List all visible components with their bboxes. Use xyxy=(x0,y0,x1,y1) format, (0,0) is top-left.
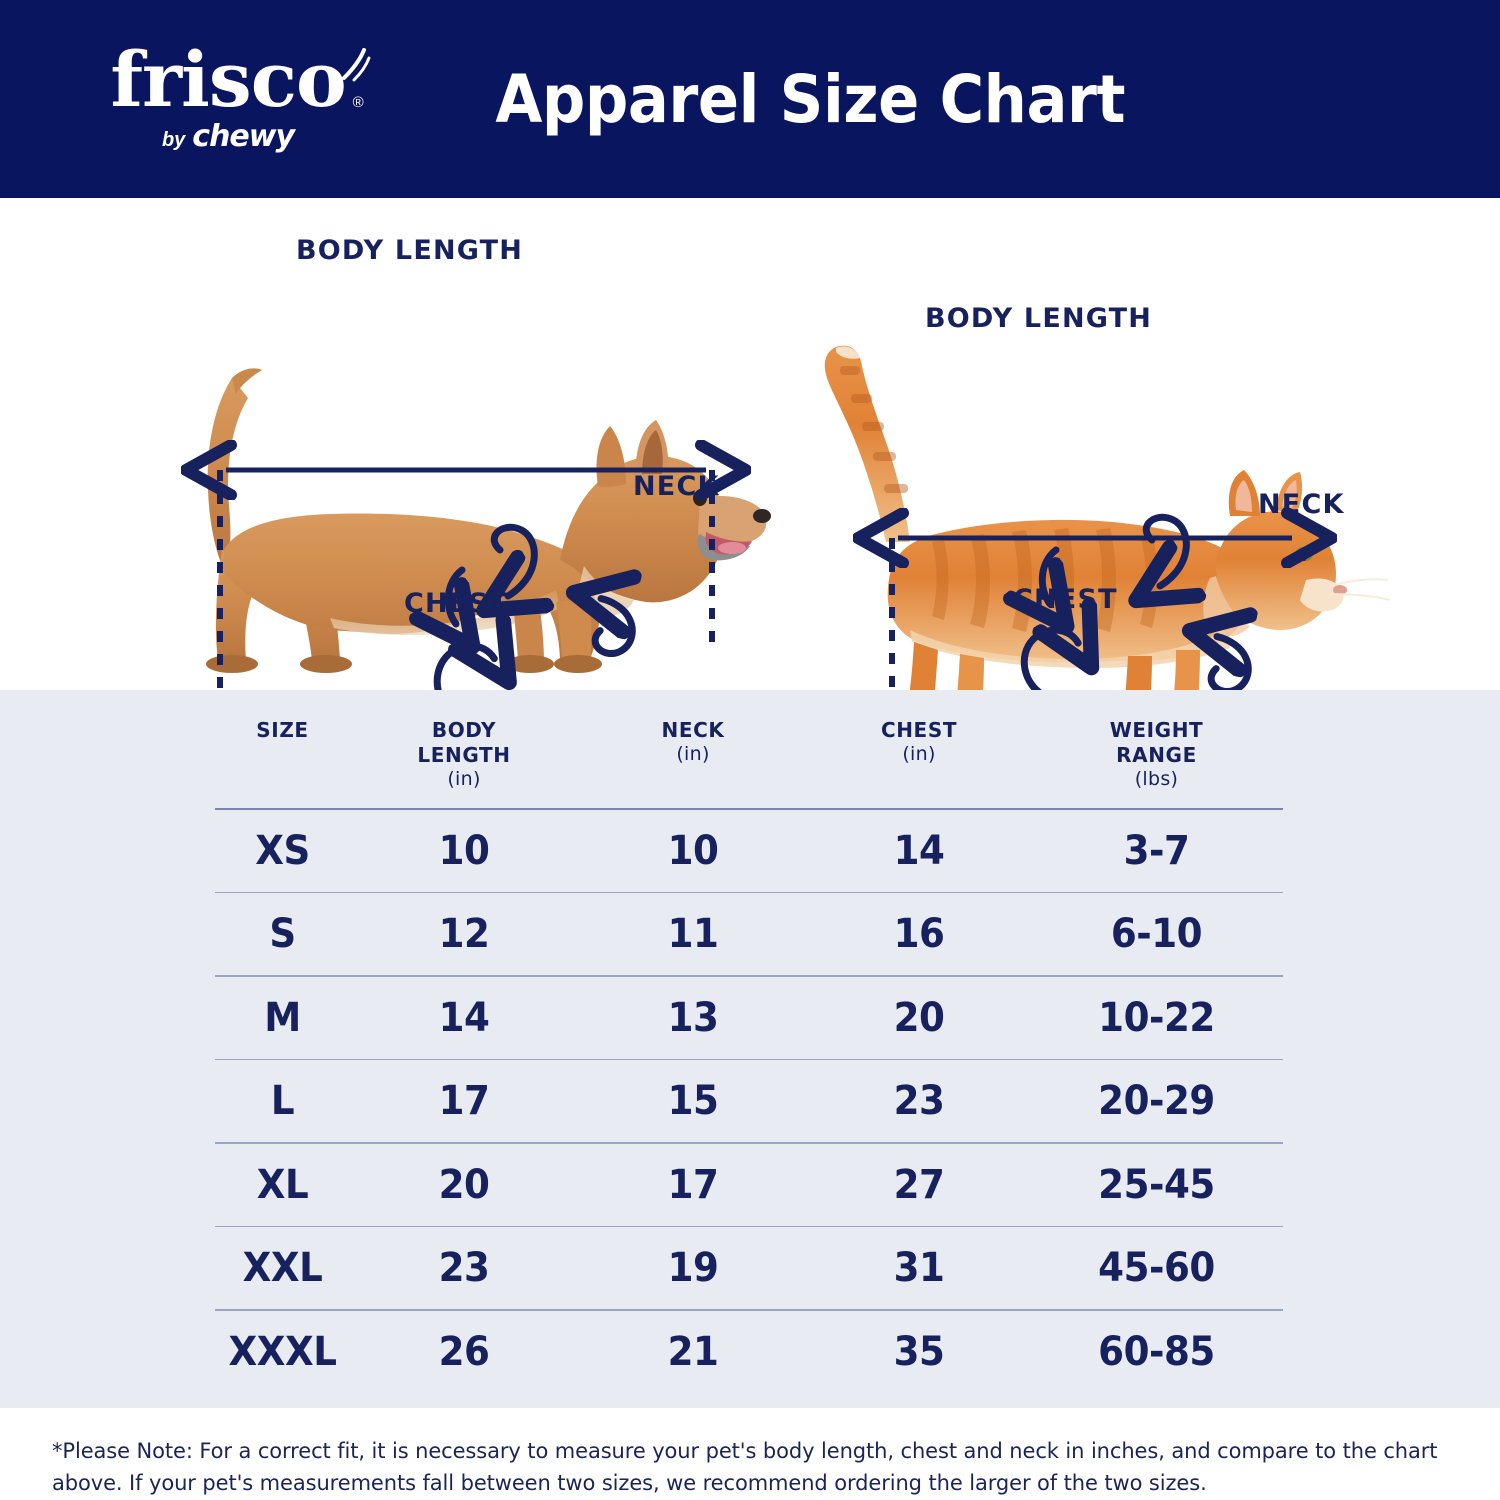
logo-word-text: frisco xyxy=(110,35,346,125)
cat-neck-arrow-3 xyxy=(1210,636,1249,690)
cell-weight: 25-45 xyxy=(1098,1161,1215,1208)
cell-neck: 17 xyxy=(667,1161,719,1208)
cell-weight: 10-22 xyxy=(1098,994,1215,1041)
cell-chest: 27 xyxy=(893,1161,945,1208)
cell-body-length: 23 xyxy=(438,1245,490,1292)
size-table: SIZE BODY LENGTH (in) NECK (in) CHEST (i… xyxy=(215,690,1283,1393)
dog-chest-label: CHEST xyxy=(404,588,509,619)
footnote-section: *Please Note: For a correct fit, it is n… xyxy=(0,1408,1500,1500)
cell-size: XXL xyxy=(242,1245,323,1292)
logo-by-label: by xyxy=(161,128,186,151)
cell-body-length: 20 xyxy=(438,1161,490,1208)
logo-swoosh-icon xyxy=(341,48,371,82)
logo-chewy-text: chewy xyxy=(192,118,295,154)
cell-body-length: 10 xyxy=(438,827,490,874)
cell-size: L xyxy=(270,1078,295,1125)
cell-neck: 15 xyxy=(667,1078,719,1125)
cat-neck-label: NECK xyxy=(1258,489,1345,520)
cell-size: M xyxy=(264,994,301,1041)
row-divider xyxy=(215,1309,1283,1311)
cell-body-length: 14 xyxy=(438,994,490,1041)
table-header-row: SIZE BODY LENGTH (in) NECK (in) CHEST (i… xyxy=(215,690,1283,808)
cell-size: XS xyxy=(255,827,310,874)
cell-weight: 20-29 xyxy=(1098,1078,1215,1125)
row-divider xyxy=(215,1142,1283,1144)
table-row: XL 20 17 27 25-45 xyxy=(215,1144,1283,1226)
page-title-text: Apparel Size Chart xyxy=(495,60,1125,138)
cell-body-length: 26 xyxy=(438,1328,490,1375)
cat-illustration xyxy=(824,345,1391,690)
cell-neck: 19 xyxy=(667,1245,719,1292)
dog-neck-label: NECK xyxy=(633,471,720,502)
cell-chest: 23 xyxy=(893,1078,945,1125)
registered-trademark-icon: ® xyxy=(352,94,364,112)
cat-neck-arrow-1 xyxy=(1042,546,1056,604)
cell-chest: 35 xyxy=(893,1328,945,1375)
row-divider xyxy=(215,1225,1283,1228)
table-row: XS 10 10 14 3-7 xyxy=(215,810,1283,892)
cell-chest: 20 xyxy=(893,994,945,1041)
footnote-text: *Please Note: For a correct fit, it is n… xyxy=(52,1439,1438,1495)
column-header-weight-range: WEIGHT RANGE (lbs) xyxy=(1109,718,1204,790)
row-divider xyxy=(215,891,1283,894)
dog-chest-arrow xyxy=(433,642,502,690)
row-divider xyxy=(215,1058,1283,1061)
logo-byline: by chewy xyxy=(161,118,295,154)
column-header-body-length: BODY LENGTH (in) xyxy=(417,718,511,790)
cat-chest-label: CHEST xyxy=(1013,584,1118,615)
cat-body-length-label: BODY LENGTH xyxy=(925,303,1153,334)
cell-neck: 13 xyxy=(667,994,719,1041)
cell-weight: 45-60 xyxy=(1098,1245,1215,1292)
size-table-band: SIZE BODY LENGTH (in) NECK (in) CHEST (i… xyxy=(0,690,1500,1408)
cell-body-length: 12 xyxy=(438,911,490,958)
cell-chest: 14 xyxy=(893,827,945,874)
cat-neck-arrow-2 xyxy=(1146,513,1186,586)
cell-size: XXXL xyxy=(228,1328,337,1375)
table-row: XXL 23 19 31 45-60 xyxy=(215,1227,1283,1309)
row-divider xyxy=(215,975,1283,977)
logo-wordmark: frisco ® xyxy=(110,42,371,118)
cell-weight: 6-10 xyxy=(1110,911,1203,958)
column-header-chest: CHEST (in) xyxy=(880,718,958,765)
cell-body-length: 17 xyxy=(438,1078,490,1125)
table-row: XXXL 26 21 35 60-85 xyxy=(215,1311,1283,1393)
table-row: S 12 11 16 6-10 xyxy=(215,893,1283,975)
page-title: Apparel Size Chart xyxy=(0,0,1500,198)
column-header-neck: NECK (in) xyxy=(661,718,725,765)
dog-neck-arrow-1 xyxy=(448,566,462,624)
illustration-svg xyxy=(0,345,1391,690)
cell-neck: 10 xyxy=(667,827,719,874)
cell-chest: 16 xyxy=(893,911,945,958)
table-body: XS 10 10 14 3-7 S 12 11 16 6-10 M 14 13 20 10-22 L 17 15 2… xyxy=(215,810,1283,1393)
dog-neck-arrow-3 xyxy=(594,598,633,657)
table-row: L 17 15 23 20-29 xyxy=(215,1060,1283,1142)
dog-illustration xyxy=(206,368,771,690)
page-header: frisco ® by chewy Apparel Size Chart xyxy=(0,0,1500,198)
column-header-size: SIZE xyxy=(256,718,309,742)
cell-size: XL xyxy=(256,1161,309,1208)
cell-weight: 60-85 xyxy=(1098,1328,1215,1375)
cell-neck: 21 xyxy=(667,1328,719,1375)
dog-body-length-label: BODY LENGTH xyxy=(296,235,524,266)
cell-neck: 11 xyxy=(667,911,719,958)
measurement-illustrations: BODY LENGTH NECK CHEST BODY LENGTH NECK … xyxy=(0,198,1500,690)
cell-chest: 31 xyxy=(893,1245,945,1292)
cell-weight: 3-7 xyxy=(1123,827,1190,874)
cell-size: S xyxy=(269,911,296,958)
header-divider xyxy=(215,807,1283,810)
table-row: M 14 13 20 10-22 xyxy=(215,977,1283,1059)
dog-neck-arrow-2 xyxy=(494,523,534,596)
frisco-logo: frisco ® by chewy xyxy=(78,34,378,164)
